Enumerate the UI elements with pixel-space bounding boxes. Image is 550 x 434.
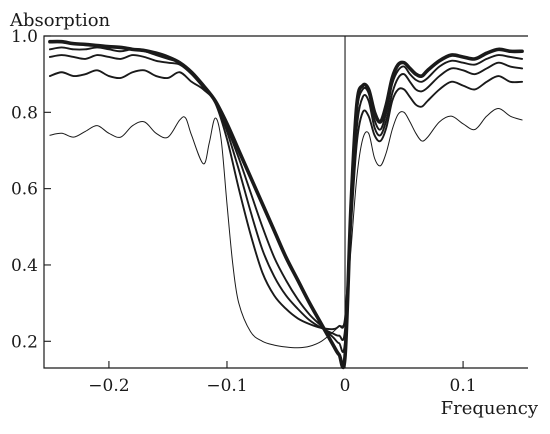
- y-tick-label: 0.8: [11, 103, 38, 123]
- series-line-4: [48, 46, 524, 353]
- x-tick-label: −0.2: [88, 376, 129, 396]
- y-tick-label: 1.0: [11, 27, 38, 47]
- x-tick-label: −0.1: [206, 376, 247, 396]
- series-line-5: [48, 39, 524, 370]
- series-group: [48, 39, 524, 370]
- plot-frame: [43, 35, 528, 369]
- plot-frame-group: [43, 35, 528, 369]
- y-tick-label: 0.6: [11, 180, 38, 200]
- series-line-1: [49, 108, 523, 349]
- x-tick-label: 0.1: [450, 376, 477, 396]
- x-axis-title: Frequency: [441, 398, 539, 419]
- y-axis-title: Absorption: [9, 10, 111, 31]
- series-line-3: [48, 54, 524, 341]
- y-tick-label: 0.4: [11, 256, 38, 276]
- y-tick-label: 0.2: [11, 332, 38, 352]
- x-tick-label: 0: [340, 376, 351, 396]
- ticks-group: −0.2 −0.1 0 0.1 0.2 0.4 0.6 0.8 1.0: [11, 27, 477, 396]
- series-line-2: [48, 69, 524, 331]
